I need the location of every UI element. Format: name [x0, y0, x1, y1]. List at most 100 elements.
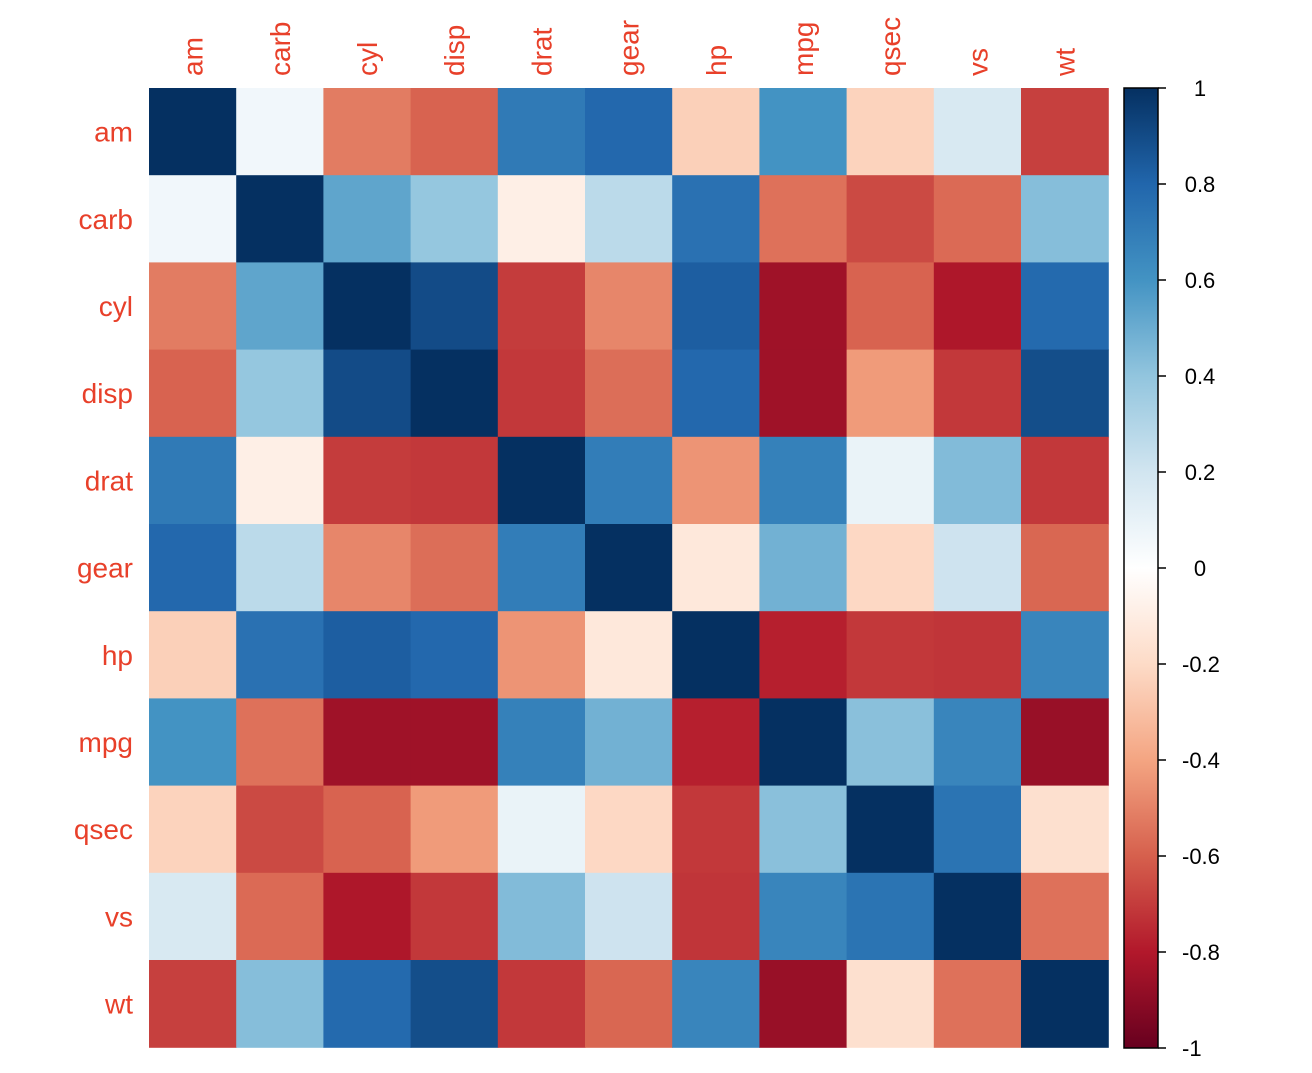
heatmap-cell-qsec-disp — [410, 785, 499, 874]
heatmap-cell-mpg-gear — [585, 698, 673, 787]
row-label-qsec: qsec — [74, 814, 133, 845]
heatmap-cell-drat-am — [149, 436, 237, 525]
heatmap-cell-qsec-drat — [497, 785, 586, 874]
row-label-mpg: mpg — [79, 727, 133, 758]
col-label-vs: vs — [962, 48, 993, 76]
colorbar-tick-label: -0.8 — [1182, 940, 1220, 965]
heatmap-cell-qsec-vs — [933, 785, 1022, 874]
heatmap-cell-hp-disp — [410, 611, 499, 699]
heatmap-cell-carb-disp — [410, 175, 499, 263]
heatmap-cell-cyl-qsec — [846, 262, 935, 351]
heatmap-cell-mpg-mpg — [759, 698, 848, 787]
heatmap-cell-disp-cyl — [323, 349, 412, 438]
heatmap-cell-qsec-mpg — [759, 785, 848, 874]
col-label-mpg: mpg — [788, 22, 819, 76]
heatmap-cell-mpg-wt — [1021, 698, 1109, 787]
heatmap-cell-drat-carb — [236, 436, 324, 525]
heatmap-cell-am-gear — [585, 88, 673, 176]
heatmap-cell-vs-mpg — [759, 872, 848, 961]
heatmap-cell-hp-gear — [585, 611, 673, 699]
heatmap-cell-cyl-gear — [585, 262, 673, 351]
colorbar: 1 0.8 0.6 0.4 0.2 0 -0.2 -0.4 -0.6 -0.8 -1 — [1123, 76, 1220, 1061]
heatmap-cell-disp-drat — [497, 349, 586, 438]
heatmap-cell-wt-gear — [585, 960, 673, 1048]
row-label-vs: vs — [105, 901, 133, 932]
heatmap-cell-hp-vs — [933, 611, 1022, 699]
heatmap-cell-gear-mpg — [759, 524, 848, 612]
colorbar-gradient — [1123, 87, 1159, 1049]
heatmap-cell-drat-cyl — [323, 436, 412, 525]
heatmap-cell-disp-qsec — [846, 349, 935, 438]
heatmap-cell-carb-gear — [585, 175, 673, 263]
heatmap-cell-vs-carb — [236, 872, 324, 961]
heatmap-cell-mpg-drat — [497, 698, 586, 787]
heatmap-cell-am-mpg — [759, 88, 848, 176]
heatmap-cell-am-cyl — [323, 88, 412, 176]
heatmap-cell-wt-carb — [236, 960, 324, 1048]
heatmap-cell-carb-qsec — [846, 175, 935, 263]
heatmap-cell-wt-am — [149, 960, 237, 1048]
heatmap-cell-am-carb — [236, 88, 324, 176]
heatmap-cell-gear-drat — [497, 524, 586, 612]
heatmap-cell-disp-wt — [1021, 349, 1109, 438]
heatmap-cell-disp-hp — [672, 349, 760, 438]
heatmap-cell-wt-drat — [497, 960, 586, 1048]
heatmap-cell-drat-gear — [585, 436, 673, 525]
row-labels: am carb cyl disp drat gear hp mpg qsec vs wt — [74, 117, 133, 1020]
heatmap-cell-drat-vs — [933, 436, 1022, 525]
heatmap-cell-gear-disp — [410, 524, 499, 612]
heatmap-cell-gear-cyl — [323, 524, 412, 612]
heatmap-cell-mpg-disp — [410, 698, 499, 787]
colorbar-tick-label: 1 — [1194, 76, 1206, 101]
row-label-drat: drat — [85, 465, 133, 496]
col-label-hp: hp — [701, 45, 732, 76]
heatmap-cell-disp-gear — [585, 349, 673, 438]
heatmap-cell-drat-qsec — [846, 436, 935, 525]
col-label-gear: gear — [614, 20, 645, 76]
heatmap-cell-hp-mpg — [759, 611, 848, 699]
heatmap-cell-qsec-am — [149, 785, 237, 874]
heatmap-cell-mpg-hp — [672, 698, 760, 787]
colorbar-tick-label: -0.2 — [1182, 652, 1220, 677]
heatmap-cell-gear-gear — [585, 524, 673, 612]
heatmap-cell-qsec-gear — [585, 785, 673, 874]
heatmap-cell-mpg-am — [149, 698, 237, 787]
colorbar-tick-label: -0.4 — [1182, 748, 1220, 773]
column-labels: am carb cyl disp drat gear hp mpg qsec vs wt — [178, 17, 1081, 77]
row-label-wt: wt — [104, 989, 133, 1020]
heatmap-cell-carb-drat — [497, 175, 586, 263]
heatmap-cell-qsec-wt — [1021, 785, 1109, 874]
heatmap-cell-drat-wt — [1021, 436, 1109, 525]
heatmap-cell-cyl-hp — [672, 262, 760, 351]
colorbar-tick-label: -1 — [1182, 1036, 1202, 1061]
heatmap-cell-cyl-wt — [1021, 262, 1109, 351]
heatmap-cell-disp-carb — [236, 349, 324, 438]
heatmap-cell-disp-disp — [410, 349, 499, 438]
heatmap-cell-disp-vs — [933, 349, 1022, 438]
col-label-wt: wt — [1050, 48, 1081, 77]
row-label-carb: carb — [79, 204, 133, 235]
heatmap-cell-mpg-carb — [236, 698, 324, 787]
heatmap-cell-am-am — [149, 88, 237, 176]
heatmap-cell-gear-wt — [1021, 524, 1109, 612]
heatmap-cell-mpg-vs — [933, 698, 1022, 787]
heatmap-cell-cyl-mpg — [759, 262, 848, 351]
heatmap-cell-am-disp — [410, 88, 499, 176]
heatmap-cell-hp-am — [149, 611, 237, 699]
heatmap-cell-vs-qsec — [846, 872, 935, 961]
heatmap-cell-gear-am — [149, 524, 237, 612]
heatmap-cells — [149, 88, 1109, 1048]
col-label-disp: disp — [439, 25, 470, 76]
heatmap-cell-carb-vs — [933, 175, 1022, 263]
heatmap-cell-disp-mpg — [759, 349, 848, 438]
colorbar-tick-label: 0.2 — [1185, 460, 1216, 485]
heatmap-cell-carb-cyl — [323, 175, 412, 263]
heatmap-cell-qsec-cyl — [323, 785, 412, 874]
heatmap-cell-gear-hp — [672, 524, 760, 612]
heatmap-cell-carb-am — [149, 175, 237, 263]
heatmap-cell-carb-carb — [236, 175, 324, 263]
heatmap-cell-carb-wt — [1021, 175, 1109, 263]
heatmap-cell-drat-disp — [410, 436, 499, 525]
heatmap-cell-qsec-carb — [236, 785, 324, 874]
